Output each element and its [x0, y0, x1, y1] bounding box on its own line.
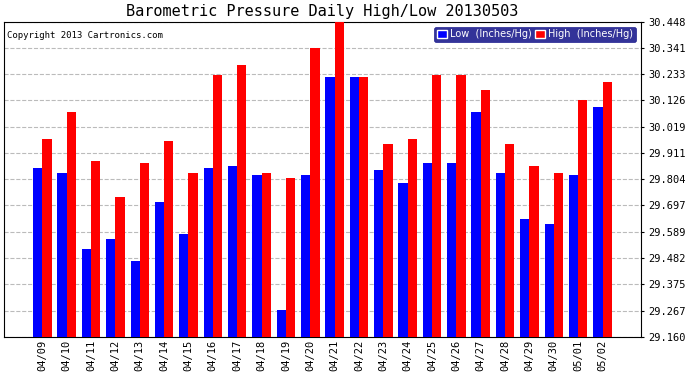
- Bar: [253, 176, 262, 337]
- Bar: [456, 75, 466, 337]
- Bar: [237, 65, 246, 337]
- Bar: [42, 139, 52, 337]
- Bar: [432, 75, 442, 337]
- Bar: [277, 310, 286, 337]
- Bar: [82, 249, 91, 337]
- Bar: [57, 173, 67, 337]
- Bar: [350, 78, 359, 337]
- Bar: [505, 144, 514, 337]
- Bar: [529, 166, 539, 337]
- Bar: [155, 202, 164, 337]
- Bar: [130, 261, 140, 337]
- Bar: [326, 78, 335, 337]
- Bar: [213, 75, 222, 337]
- Bar: [301, 176, 310, 337]
- Bar: [164, 141, 173, 337]
- Bar: [188, 173, 198, 337]
- Bar: [115, 197, 125, 337]
- Bar: [310, 48, 319, 337]
- Bar: [544, 224, 554, 337]
- Title: Barometric Pressure Daily High/Low 20130503: Barometric Pressure Daily High/Low 20130…: [126, 4, 519, 19]
- Bar: [91, 160, 100, 337]
- Bar: [374, 171, 384, 337]
- Bar: [481, 90, 490, 337]
- Bar: [554, 173, 563, 337]
- Bar: [471, 112, 481, 337]
- Bar: [67, 112, 76, 337]
- Bar: [602, 82, 612, 337]
- Bar: [423, 163, 432, 337]
- Bar: [520, 219, 529, 337]
- Legend: Low  (Inches/Hg), High  (Inches/Hg): Low (Inches/Hg), High (Inches/Hg): [434, 27, 635, 42]
- Bar: [335, 21, 344, 337]
- Bar: [359, 78, 368, 337]
- Bar: [179, 234, 188, 337]
- Bar: [262, 173, 270, 337]
- Bar: [496, 173, 505, 337]
- Bar: [384, 144, 393, 337]
- Bar: [447, 163, 456, 337]
- Bar: [228, 166, 237, 337]
- Bar: [140, 163, 149, 337]
- Bar: [593, 107, 602, 337]
- Bar: [286, 178, 295, 337]
- Text: Copyright 2013 Cartronics.com: Copyright 2013 Cartronics.com: [8, 31, 164, 40]
- Bar: [569, 176, 578, 337]
- Bar: [106, 239, 115, 337]
- Bar: [578, 99, 587, 337]
- Bar: [398, 183, 408, 337]
- Bar: [204, 168, 213, 337]
- Bar: [408, 139, 417, 337]
- Bar: [33, 168, 42, 337]
